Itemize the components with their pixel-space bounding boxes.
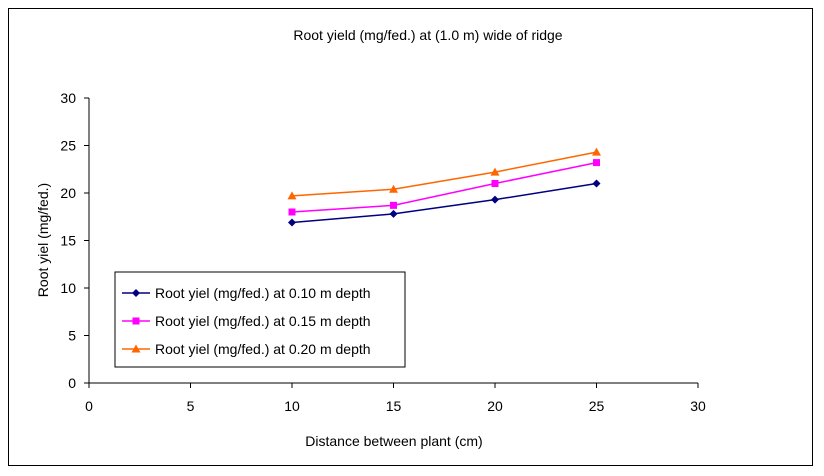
legend-label: Root yiel (mg/fed.) at 0.15 m depth xyxy=(155,313,371,329)
series-line xyxy=(291,151,597,197)
data-point xyxy=(288,208,296,216)
series-layer xyxy=(287,147,601,227)
x-tick-label: 10 xyxy=(284,398,300,414)
y-tick-label: 15 xyxy=(60,233,76,249)
y-tick-label: 5 xyxy=(68,328,76,344)
x-axis-title: Distance between plant (cm) xyxy=(305,433,482,449)
data-point xyxy=(389,209,398,218)
y-axis-ticks: 0 5 10 15 20 25 30 xyxy=(60,90,89,391)
data-point xyxy=(592,179,601,188)
legend-swatch-marker xyxy=(131,344,141,353)
data-point xyxy=(288,218,296,227)
data-point xyxy=(491,195,499,204)
series-3 xyxy=(287,147,601,200)
x-tick-label: 25 xyxy=(589,398,605,414)
series-2 xyxy=(288,159,600,216)
x-tick-label: 30 xyxy=(690,398,706,414)
series-line xyxy=(291,182,597,224)
chart-frame xyxy=(8,8,813,466)
legend-item: Root yiel (mg/fed.) at 0.20 m depth xyxy=(122,341,371,357)
series-line xyxy=(291,161,597,213)
legend-swatch-marker xyxy=(132,289,140,297)
legend-entries: Root yiel (mg/fed.) at 0.10 m depth Root … xyxy=(122,285,371,357)
legend-item: Root yiel (mg/fed.) at 0.10 m depth xyxy=(122,285,371,301)
data-point xyxy=(390,201,397,209)
x-tick-label: 20 xyxy=(487,398,503,414)
legend-swatch-marker xyxy=(132,317,140,325)
y-tick-label: 30 xyxy=(60,90,76,106)
y-tick-label: 0 xyxy=(68,375,76,391)
legend: Root yiel (mg/fed.) at 0.10 m depth Root … xyxy=(114,271,406,368)
data-point xyxy=(490,167,500,176)
y-tick-label: 10 xyxy=(60,280,76,296)
y-axis-title: Root yiel (mg/fed.) xyxy=(35,183,51,297)
data-point xyxy=(593,159,600,167)
legend-box xyxy=(114,271,406,368)
data-point xyxy=(592,147,601,156)
data-point xyxy=(389,184,398,193)
legend-label: Root yiel (mg/fed.) at 0.10 m depth xyxy=(155,285,371,301)
x-tick-label: 0 xyxy=(85,398,93,414)
legend-label: Root yiel (mg/fed.) at 0.20 m depth xyxy=(155,341,371,357)
series-1 xyxy=(288,179,601,227)
data-point xyxy=(287,191,297,200)
chart-title: Root yield (mg/fed.) at (1.0 m) wide of … xyxy=(293,27,562,43)
x-tick-label: 5 xyxy=(187,398,195,414)
y-tick-label: 25 xyxy=(60,138,76,154)
x-tick-label: 15 xyxy=(386,398,402,414)
legend-item: Root yiel (mg/fed.) at 0.15 m depth xyxy=(122,313,371,329)
x-axis-ticks: 0 5 10 15 20 25 30 xyxy=(85,383,706,414)
y-tick-label: 20 xyxy=(60,185,76,201)
data-point xyxy=(491,180,499,187)
